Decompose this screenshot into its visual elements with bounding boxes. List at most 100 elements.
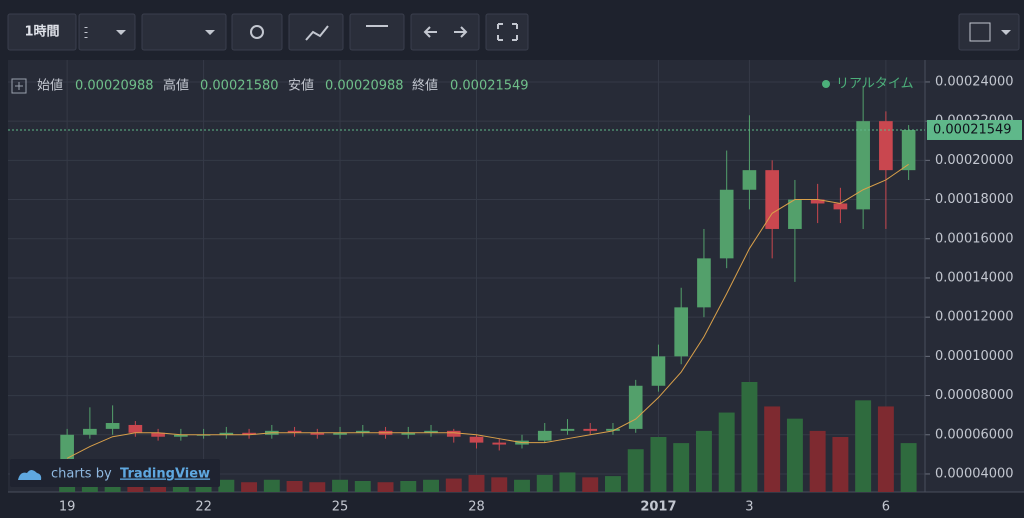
realtime-dot <box>822 80 830 88</box>
x-tick-label: 2017 <box>640 500 676 515</box>
candle-body <box>242 432 256 435</box>
volume-bar <box>309 482 326 492</box>
candle-body <box>719 189 734 259</box>
volume-bar <box>536 474 553 492</box>
fullscreen-icon <box>497 23 518 41</box>
volume-bar <box>741 382 758 492</box>
layout-button[interactable] <box>958 13 1020 51</box>
watermark-logo <box>18 470 42 480</box>
volume-bar <box>263 479 280 492</box>
volume-bar <box>605 476 621 492</box>
candle-body <box>355 430 370 433</box>
y-tick-label: 0.00018000 <box>935 192 1014 207</box>
candle-body <box>105 423 120 429</box>
legend-toggle[interactable] <box>11 78 27 94</box>
candle-body <box>651 356 666 386</box>
x-tick-label: 22 <box>195 500 212 515</box>
watermark-box <box>10 459 220 487</box>
volume-bar <box>877 406 894 492</box>
plot-area <box>8 60 1024 492</box>
volume-bar <box>718 412 735 492</box>
gear-icon <box>250 25 264 39</box>
low-value: 0.00020988 <box>325 79 404 94</box>
y-tick-label: 0.00006000 <box>935 427 1014 442</box>
y-tick-label: 0.00024000 <box>935 74 1014 89</box>
volume-bar <box>673 443 690 492</box>
close-label: 終値 <box>412 78 438 94</box>
moving-average <box>66 163 909 459</box>
volume-bar <box>423 479 439 492</box>
undo-icon <box>423 26 437 38</box>
candle-body <box>151 432 165 437</box>
close-value: 0.00021549 <box>450 79 529 94</box>
volume-bar <box>764 406 781 492</box>
x-tick-label: 25 <box>332 500 349 515</box>
layout-icon <box>969 22 991 42</box>
candle-body <box>174 434 188 437</box>
volume-bar <box>377 482 394 492</box>
fullscreen-button[interactable] <box>485 13 529 51</box>
candle-body <box>742 170 757 190</box>
settings-button[interactable] <box>231 13 283 51</box>
candle-body <box>469 436 484 443</box>
undo-redo-button[interactable] <box>410 13 480 51</box>
volume-bar <box>832 437 849 492</box>
interval-label: 1時間 <box>24 24 59 40</box>
candle-body <box>560 428 575 431</box>
volume-bar <box>855 400 872 492</box>
candle-body <box>446 430 461 437</box>
candle-body <box>83 428 97 435</box>
candle-body <box>856 121 870 210</box>
candle-body <box>333 432 347 435</box>
watermark-brand: TradingView <box>120 467 210 482</box>
candle-body <box>606 428 620 431</box>
x-tick-label: 3 <box>745 500 753 515</box>
last-price-label: 0.00021549 <box>933 122 1012 137</box>
candle-body <box>537 430 552 441</box>
candle-body <box>310 432 325 435</box>
high-value: 0.00021580 <box>200 79 279 94</box>
y-tick-label: 0.00020000 <box>935 153 1014 168</box>
watermark[interactable]: charts by TradingView <box>10 459 220 487</box>
y-tick-label: 0.00016000 <box>935 231 1014 246</box>
volume-bar <box>332 479 349 492</box>
y-tick-label: 0.00014000 <box>935 270 1014 285</box>
open-value: 0.00020988 <box>75 79 154 94</box>
candle-body <box>788 199 802 229</box>
volume-bar <box>468 474 485 492</box>
interval-button[interactable] <box>7 13 77 51</box>
volume-bar <box>218 479 235 492</box>
candle-body <box>492 442 507 445</box>
toolbar: 1時間 <box>7 13 1020 51</box>
candle-body <box>424 430 438 433</box>
volume-bar <box>514 479 530 492</box>
candle-body <box>810 199 825 204</box>
volume-bar <box>650 437 667 492</box>
compare-button[interactable] <box>349 13 405 51</box>
x-tick-label: 28 <box>468 500 485 515</box>
low-label: 安値 <box>288 78 314 94</box>
indicators-icon <box>305 25 329 41</box>
volume-bar <box>786 418 803 492</box>
chart-type-button[interactable] <box>141 13 227 51</box>
volume-bar <box>354 481 371 492</box>
y-tick-label: 0.00004000 <box>935 466 1014 481</box>
watermark-prefix: charts by <box>51 467 112 482</box>
open-label: 始値 <box>37 78 63 94</box>
candle-body <box>583 428 598 431</box>
volume-bar <box>809 430 826 492</box>
candle-body <box>287 430 302 433</box>
last-price-box <box>927 119 1022 140</box>
legend-toggle-icon <box>15 82 23 90</box>
menu-button[interactable] <box>78 13 136 51</box>
x-tick-label: 6 <box>882 500 890 515</box>
volume-bar <box>582 477 599 492</box>
candle-body <box>901 129 916 171</box>
realtime-label: リアルタイム <box>836 77 914 92</box>
indicators-button[interactable] <box>288 13 344 51</box>
volume-bar <box>241 482 258 492</box>
redo-icon <box>454 26 468 38</box>
high-label: 高値 <box>163 78 189 94</box>
volume-bar <box>445 478 462 492</box>
